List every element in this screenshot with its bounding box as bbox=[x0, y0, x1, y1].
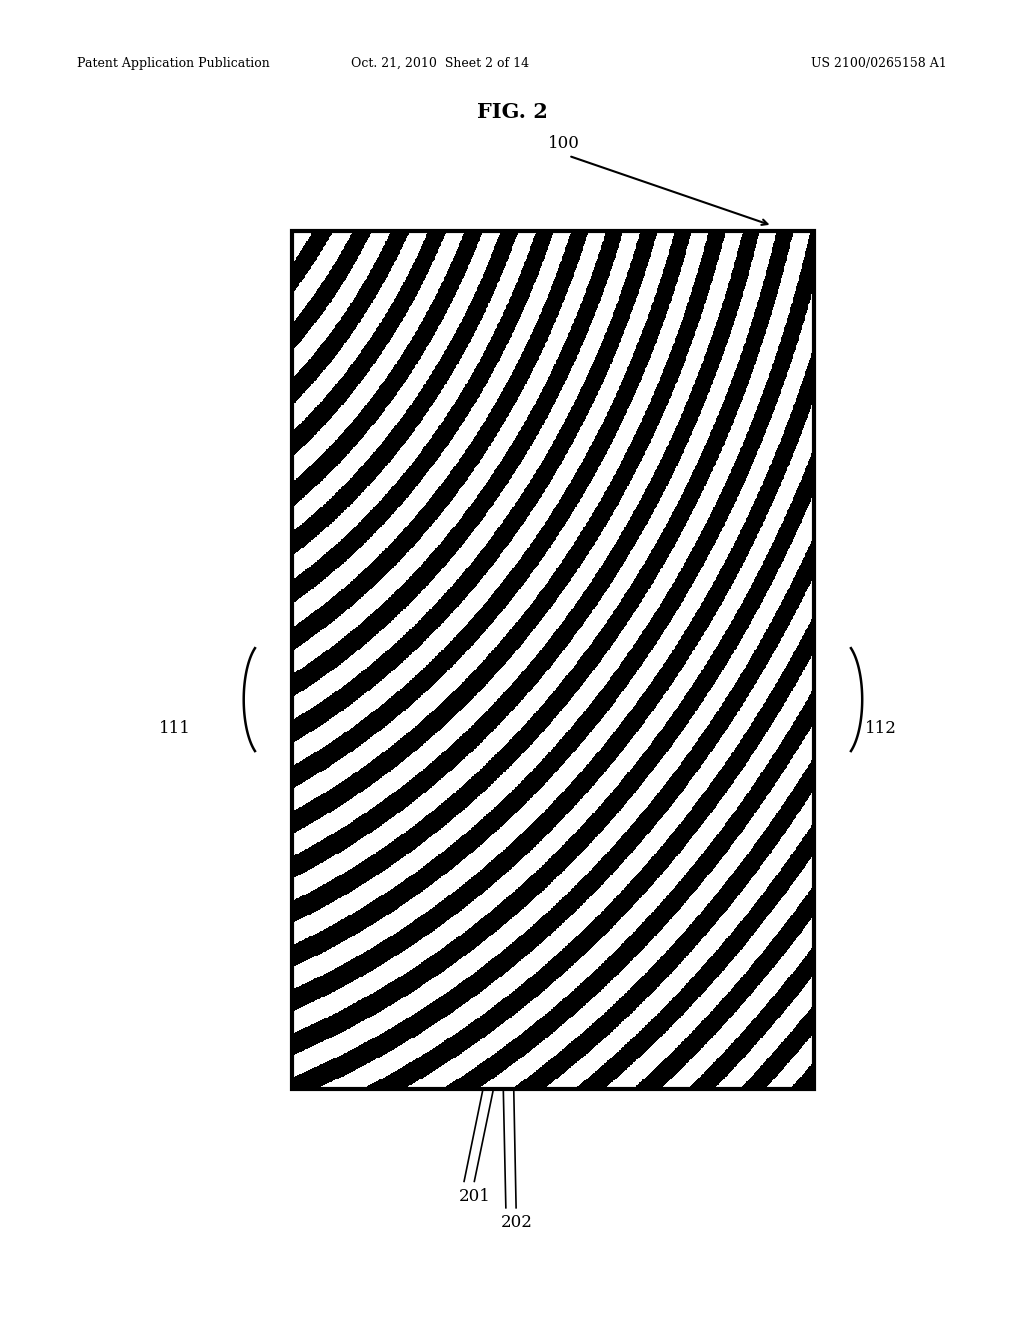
Text: 111: 111 bbox=[159, 721, 190, 737]
Bar bbox=[292, 231, 814, 1089]
Text: 112: 112 bbox=[865, 721, 897, 737]
Text: 201: 201 bbox=[459, 1188, 490, 1205]
Text: 202: 202 bbox=[501, 1214, 532, 1232]
Text: FIG. 2: FIG. 2 bbox=[476, 102, 548, 123]
Text: Oct. 21, 2010  Sheet 2 of 14: Oct. 21, 2010 Sheet 2 of 14 bbox=[351, 57, 529, 70]
Text: Patent Application Publication: Patent Application Publication bbox=[77, 57, 269, 70]
Bar bbox=[292, 231, 814, 1089]
Text: US 2100/0265158 A1: US 2100/0265158 A1 bbox=[811, 57, 947, 70]
Text: 100: 100 bbox=[548, 135, 580, 152]
